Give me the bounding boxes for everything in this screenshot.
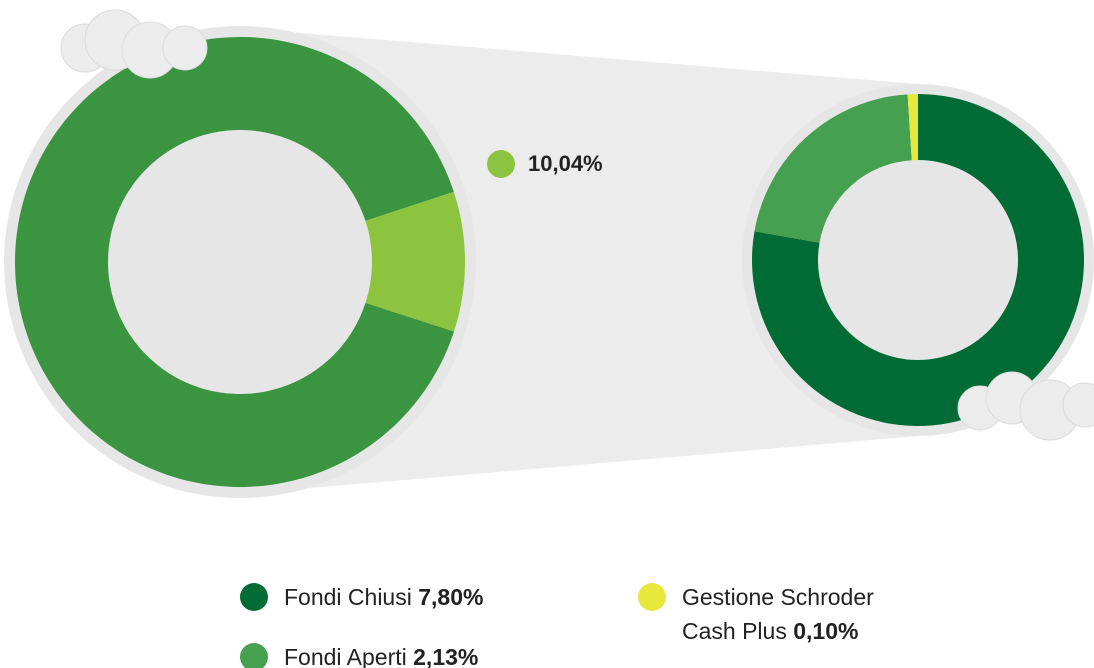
donuts <box>14 36 1084 487</box>
donut-slice <box>907 94 918 161</box>
legend-value: 7,80% <box>418 584 484 610</box>
value-label: 10,04% <box>528 151 603 176</box>
legend-swatch <box>240 583 268 611</box>
donut-slice <box>365 191 465 332</box>
legend-text: Gestione Schroder Cash Plus 0,10% <box>682 580 914 648</box>
legend-item: Fondi Aperti 2,13% <box>240 640 478 668</box>
legend-item: Fondi Chiusi 7,80% <box>240 580 483 614</box>
cloud <box>957 371 1094 441</box>
legend-text: Fondi Chiusi 7,80% <box>284 580 483 614</box>
legend-label: Fondi Aperti <box>284 644 407 668</box>
donut-slice <box>14 36 454 487</box>
legend-text: Fondi Aperti 2,13% <box>284 640 478 668</box>
legend-label: Fondi Chiusi <box>284 584 412 610</box>
legend-label: Gestione Schroder Cash Plus <box>682 584 874 644</box>
legend-swatch <box>638 583 666 611</box>
label-dot <box>487 150 515 178</box>
legend-swatch <box>240 643 268 668</box>
donut-slice <box>754 94 912 243</box>
legend-value: 0,10% <box>793 618 859 644</box>
donut-slice <box>751 94 1084 426</box>
legend-item: Gestione Schroder Cash Plus 0,10% <box>638 580 914 648</box>
legend-value: 2,13% <box>413 644 479 668</box>
cloud <box>60 9 208 79</box>
